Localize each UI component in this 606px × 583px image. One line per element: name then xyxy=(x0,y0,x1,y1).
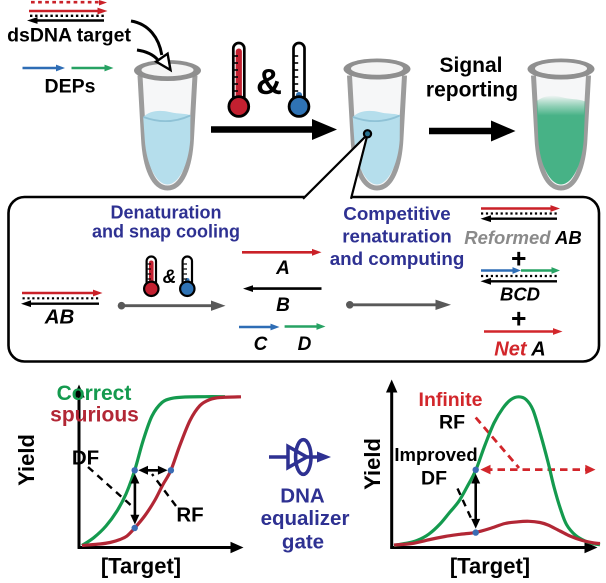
svg-text:+: + xyxy=(511,304,526,334)
svg-text:Net A: Net A xyxy=(494,339,546,361)
svg-text:Yield: Yield xyxy=(14,434,39,486)
svg-text:Competitive: Competitive xyxy=(343,203,451,224)
svg-text:+: + xyxy=(511,243,526,273)
svg-text:AB: AB xyxy=(44,306,75,329)
svg-text:D: D xyxy=(298,334,312,355)
svg-text:renaturation: renaturation xyxy=(342,226,452,247)
svg-text:dsDNA target: dsDNA target xyxy=(7,25,131,47)
svg-text:&: & xyxy=(256,61,282,102)
svg-text:C: C xyxy=(254,334,268,355)
svg-text:DF: DF xyxy=(72,447,99,470)
svg-text:&: & xyxy=(163,267,177,288)
svg-text:gate: gate xyxy=(282,531,324,554)
svg-text:DEPs: DEPs xyxy=(45,75,96,97)
svg-text:Improved: Improved xyxy=(394,444,477,465)
svg-text:DNA: DNA xyxy=(280,485,325,508)
svg-text:DF: DF xyxy=(421,468,447,490)
svg-text:A: A xyxy=(275,258,290,279)
svg-text:[Target]: [Target] xyxy=(101,554,181,579)
svg-text:spurious: spurious xyxy=(50,404,139,427)
svg-text:Denaturation: Denaturation xyxy=(110,203,221,223)
svg-text:[Target]: [Target] xyxy=(450,554,530,579)
svg-text:RF: RF xyxy=(176,504,203,527)
svg-text:RF: RF xyxy=(439,412,465,434)
svg-text:and snap cooling: and snap cooling xyxy=(92,222,240,242)
svg-text:Signal: Signal xyxy=(439,54,502,77)
svg-text:equalizer: equalizer xyxy=(261,507,350,530)
svg-text:Correct: Correct xyxy=(57,382,132,405)
svg-text:and computing: and computing xyxy=(330,248,465,269)
svg-text:B: B xyxy=(276,295,290,316)
svg-text:Infinite: Infinite xyxy=(419,389,483,411)
svg-text:BCD: BCD xyxy=(500,284,540,305)
svg-text:Reformed AB: Reformed AB xyxy=(464,227,582,248)
svg-text:Yield: Yield xyxy=(360,438,385,490)
svg-text:reporting: reporting xyxy=(426,79,518,102)
